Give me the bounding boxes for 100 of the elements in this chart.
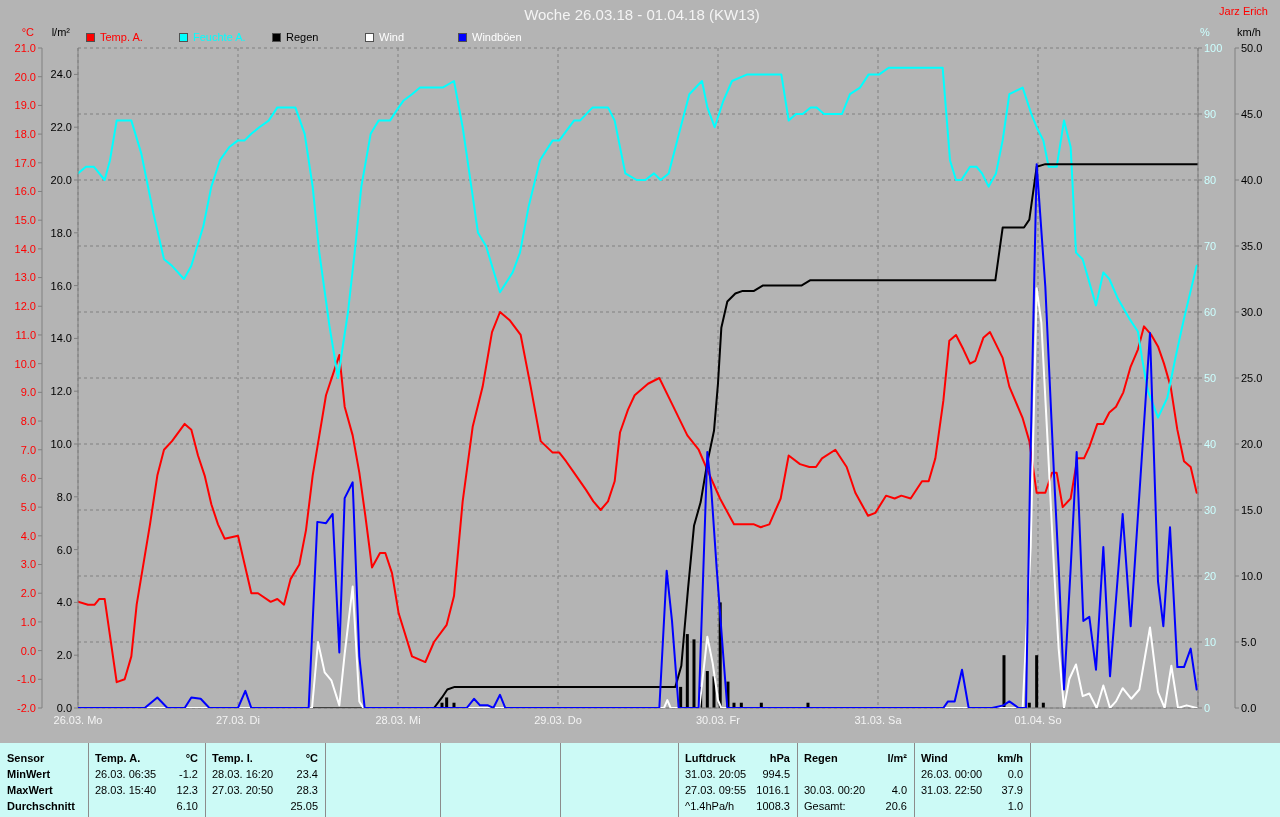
- y2-tick-label: 0: [1204, 701, 1211, 714]
- y-tick-label: 15.0: [1241, 503, 1263, 516]
- y-tick-label: 19.0: [14, 99, 36, 112]
- x-tick-label: 27.03. Di: [215, 713, 261, 726]
- y3-tick-label: 4.0: [56, 596, 72, 609]
- y-tick-label: 16.0: [14, 185, 36, 198]
- legend-label: Temp. A.: [100, 31, 143, 43]
- y-tick-label: 30.0: [1241, 305, 1263, 318]
- text: km/h: [997, 752, 1023, 764]
- y3-tick-label: 24.0: [50, 68, 72, 81]
- text: 26.03. 06:35: [95, 768, 157, 780]
- text: 4.0: [891, 784, 907, 796]
- text: -1.2: [179, 768, 198, 780]
- text: Temp. I.: [212, 752, 253, 764]
- text: Regen: [804, 752, 838, 764]
- y3-tick-label: 22.0: [50, 121, 72, 134]
- y-tick-label: 9.0: [20, 386, 36, 399]
- y3-tick-label: 2.0: [56, 649, 72, 662]
- text: 6.10: [176, 800, 198, 812]
- x-tick-label: 26.03. Mo: [53, 713, 103, 726]
- text: 12.3: [176, 784, 198, 796]
- text: 28.03. 15:40: [95, 784, 157, 796]
- y-tick-label: 20.0: [14, 70, 36, 83]
- text: 1016.1: [756, 784, 790, 796]
- text: Luftdruck: [685, 752, 736, 764]
- y-tick-label: 20.0: [1241, 437, 1263, 450]
- y2-axis-title: %: [1200, 26, 1210, 38]
- text: MinWert: [7, 768, 51, 780]
- y2-tick-label: 40: [1204, 437, 1217, 450]
- legend-label: Windböen: [472, 31, 522, 43]
- y2-tick-label: 20: [1204, 569, 1217, 582]
- text: Jarz Erich: [1219, 5, 1268, 17]
- text: Temp. A.: [95, 752, 141, 764]
- y-tick-label: 12.0: [14, 300, 36, 313]
- text: 0.0: [1007, 768, 1023, 780]
- y2-tick-label: 90: [1204, 107, 1217, 120]
- y-tick-label: 7.0: [20, 443, 36, 456]
- y2-tick-label: 10: [1204, 635, 1217, 648]
- y2-tick-label: 70: [1204, 239, 1217, 252]
- y-tick-label: 18.0: [14, 127, 36, 140]
- y3-tick-label: 20.0: [50, 173, 72, 186]
- text: 25.05: [290, 800, 318, 812]
- text: 28.03. 16:20: [212, 768, 274, 780]
- text: Gesamt:: [804, 800, 846, 812]
- y-axis-title: km/h: [1237, 26, 1261, 38]
- text: MaxWert: [7, 784, 53, 796]
- y-tick-label: 4.0: [20, 529, 36, 542]
- text: l/m²: [887, 752, 907, 764]
- chart-title: Woche 26.03.18 - 01.04.18 (KW13): [524, 6, 760, 23]
- text: 27.03. 20:50: [212, 784, 274, 796]
- text: °C: [185, 752, 198, 764]
- y2-tick-label: 100: [1204, 41, 1223, 54]
- y2-tick-label: 30: [1204, 503, 1217, 516]
- text: 26.03. 00:00: [921, 768, 983, 780]
- y-tick-label: 21.0: [14, 41, 36, 54]
- y-tick-label: 35.0: [1241, 239, 1263, 252]
- y-tick-label: 14.0: [14, 242, 36, 255]
- y-tick-label: 5.0: [1241, 635, 1257, 648]
- y-tick-label: 8.0: [20, 414, 36, 427]
- y-tick-label: 2.0: [20, 587, 36, 600]
- y-tick-label: 0.0: [1241, 701, 1257, 714]
- y2-tick-label: 80: [1204, 173, 1217, 186]
- text: 30.03. 00:20: [804, 784, 866, 796]
- text: Wind: [921, 752, 948, 764]
- y-tick-label: 1.0: [20, 615, 36, 628]
- y-tick-label: 5.0: [20, 501, 36, 514]
- text: 37.9: [1001, 784, 1023, 796]
- text: Sensor: [7, 752, 45, 764]
- y3-tick-label: 12.0: [50, 385, 72, 398]
- y3-tick-label: 18.0: [50, 226, 72, 239]
- y-tick-label: 10.0: [1241, 569, 1263, 582]
- y-tick-label: 0.0: [20, 644, 36, 657]
- y-tick-label: 45.0: [1241, 107, 1263, 120]
- legend-label: Regen: [286, 31, 319, 43]
- y-tick-label: 11.0: [15, 328, 36, 341]
- y-tick-label: 10.0: [14, 357, 36, 370]
- y3-tick-label: 14.0: [50, 332, 72, 345]
- text: 1008.3: [756, 800, 790, 812]
- text: 27.03. 09:55: [685, 784, 747, 796]
- y-tick-label: 40.0: [1241, 173, 1263, 186]
- y-tick-label: 6.0: [20, 472, 36, 485]
- text: 31.03. 20:05: [685, 768, 747, 780]
- y-tick-label: 17.0: [14, 156, 36, 169]
- y-tick-label: 13.0: [14, 271, 36, 284]
- text: 31.03. 22:50: [921, 784, 983, 796]
- legend-label: Wind: [379, 31, 405, 43]
- y-tick-label: 3.0: [20, 558, 36, 571]
- y3-tick-label: 16.0: [50, 279, 72, 292]
- x-tick-label: 01.04. So: [1014, 713, 1062, 726]
- y-tick-label: 50.0: [1241, 41, 1263, 54]
- text: hPa: [769, 752, 790, 764]
- text: Durchschnitt: [7, 800, 75, 812]
- y-tick-label: -1.0: [17, 673, 36, 686]
- text: 994.5: [762, 768, 790, 780]
- x-tick-label: 30.03. Fr: [695, 713, 741, 726]
- legend-label: Feuchte A.: [193, 31, 246, 43]
- text: °C: [305, 752, 318, 764]
- text: 20.6: [885, 800, 907, 812]
- x-tick-label: 28.03. Mi: [375, 713, 421, 726]
- y-axis-title: °C: [21, 26, 34, 38]
